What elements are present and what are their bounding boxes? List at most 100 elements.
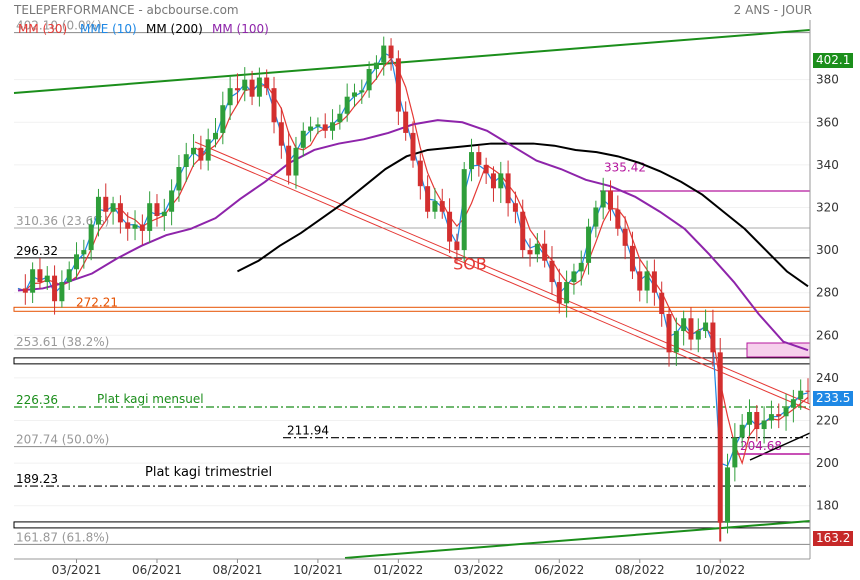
candle-body: [264, 77, 270, 89]
candle-body: [337, 113, 343, 123]
price-tag-top: 402.1: [813, 53, 854, 68]
candle-body: [586, 226, 592, 263]
candle-body: [622, 228, 628, 246]
x-tick-label: 08/2022: [615, 563, 665, 577]
lower-channel-line: [344, 520, 811, 559]
candle-body: [790, 399, 796, 408]
candle-body: [469, 152, 475, 170]
support-line-label: 161.87 (61.8%): [16, 530, 109, 544]
candle-body: [88, 224, 94, 251]
y-tick-label: 340: [816, 158, 839, 172]
candle-body: [139, 224, 145, 231]
candle-body: [732, 437, 738, 468]
candle-body: [615, 209, 621, 229]
support-line-label: 189.23: [16, 472, 58, 486]
candle-body: [505, 173, 511, 204]
candle-body: [490, 173, 496, 189]
chart-title: TELEPERFORMANCE - abcbourse.com: [14, 3, 239, 17]
axis-layer: 180 200 220 240 260 280 300 320 340 360 380 03/2021…: [14, 20, 839, 577]
candle-body: [293, 147, 299, 176]
candle-body: [132, 224, 138, 229]
candle-body: [483, 164, 489, 174]
candle-body: [161, 211, 167, 216]
x-tick-label: 06/2021: [132, 563, 182, 577]
support-line-label: 211.94: [287, 424, 329, 438]
upper-channel-line: [13, 29, 811, 94]
candle-body: [461, 169, 467, 251]
candle-body: [498, 173, 504, 189]
pink-zone-top: [746, 342, 811, 358]
candle-body: [169, 190, 175, 212]
support-lines-layer: 402.10 (0.0%) 310.36 (23.6%) 296.32 272.21 2…: [13, 19, 811, 545]
candle-body: [366, 69, 372, 91]
candle-body: [278, 122, 284, 146]
candle-body: [476, 152, 482, 165]
candle-body: [381, 45, 387, 63]
candle-body: [761, 420, 767, 430]
candle-body: [103, 196, 109, 212]
candle-body: [710, 322, 716, 353]
candle-body: [22, 288, 28, 293]
candle-body: [256, 77, 262, 97]
support-line-label: 207.74 (50.0%): [16, 433, 109, 447]
candle-body: [330, 122, 336, 131]
candle-body: [768, 414, 774, 421]
candle-body: [286, 145, 292, 176]
candle-body: [395, 58, 401, 112]
candle-body: [593, 207, 599, 227]
level-band-171: [13, 521, 811, 529]
sob-trendline-a: [194, 141, 811, 405]
x-tick-label: 10/2022: [695, 563, 745, 577]
support-line-label: 253.61 (38.2%): [16, 335, 109, 349]
candle-body: [117, 203, 123, 223]
annotation-label: Plat kagi mensuel: [97, 392, 204, 406]
candle-body: [234, 88, 240, 91]
candle-body: [542, 243, 548, 261]
candle-body: [213, 132, 218, 140]
x-tick-label: 10/2021: [293, 563, 343, 577]
candle-body: [666, 314, 672, 353]
candle-body: [198, 147, 204, 161]
candle-body: [388, 45, 394, 59]
candle-body: [651, 271, 657, 293]
trendlines-layer: [13, 29, 811, 559]
candle-body: [66, 269, 72, 283]
candle-body: [644, 271, 650, 291]
candle-body: [659, 292, 665, 314]
candle-body: [725, 467, 731, 523]
candle-body: [673, 331, 679, 353]
sob-trendline-b: [194, 147, 811, 411]
candle-body: [37, 269, 43, 283]
candle-body: [703, 322, 709, 332]
y-tick-label: 320: [816, 200, 839, 214]
y-tick-label: 300: [816, 243, 839, 257]
annotation-label: 335.42: [604, 161, 646, 175]
candles-layer: [22, 36, 811, 542]
support-line-label: 272.21: [76, 295, 118, 309]
candle-body: [52, 275, 58, 302]
candle-body: [271, 88, 277, 123]
candle-body: [95, 196, 101, 225]
x-tick-label: 03/2022: [454, 563, 504, 577]
candle-body: [447, 211, 453, 242]
candle-body: [359, 90, 365, 93]
candle-body: [315, 124, 321, 127]
x-tick-label: 08/2021: [213, 563, 263, 577]
support-line-label: 402.10 (0.0%): [16, 19, 102, 33]
y-tick-label: 360: [816, 115, 839, 129]
candle-body: [688, 318, 694, 340]
candle-body: [242, 79, 248, 91]
annotation-label: Plat kagi trimestriel: [145, 465, 272, 480]
legend-mm100: MM (100): [212, 22, 269, 36]
y-tick-label: 200: [816, 456, 839, 470]
candle-body: [322, 124, 328, 131]
candle-body: [739, 424, 745, 438]
candle-body: [125, 222, 131, 229]
candle-body: [608, 190, 613, 210]
price-tag-last: 233.5: [813, 391, 854, 406]
support-line-label: 226.36: [16, 393, 58, 407]
candle-body: [351, 92, 357, 97]
candle-body: [534, 243, 540, 255]
candle-body: [425, 186, 431, 212]
